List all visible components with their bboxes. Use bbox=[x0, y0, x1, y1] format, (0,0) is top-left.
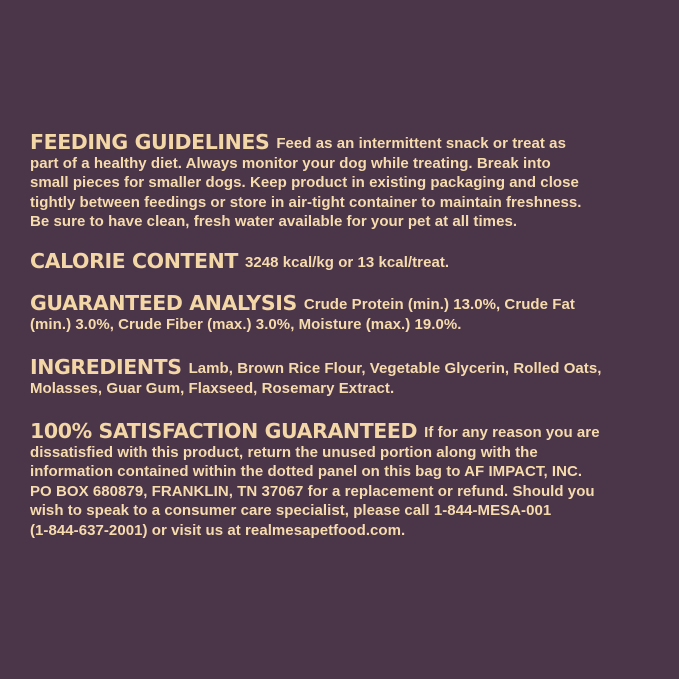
body-line: dissatisfied with this product, return t… bbox=[30, 443, 660, 463]
body-text: (1-844-637-2001) or visit us at realmesa… bbox=[30, 521, 406, 539]
body-line: PO BOX 680879, FRANKLIN, TN 37067 for a … bbox=[30, 482, 660, 502]
body-line: wish to speak to a consumer care special… bbox=[30, 501, 660, 521]
ingredients-heading: INGREDIENTS bbox=[30, 355, 182, 379]
body-text: Lamb, Brown Rice Flour, Vegetable Glycer… bbox=[188, 360, 602, 377]
body-line: small pieces for smaller dogs. Keep prod… bbox=[30, 173, 660, 193]
body-line: Molasses, Guar Gum, Flaxseed, Rosemary E… bbox=[30, 379, 660, 399]
body-text: Feed as an intermittent snack or treat a… bbox=[276, 135, 566, 152]
feeding-guidelines-section: FEEDING GUIDELINES Feed as an intermitten… bbox=[30, 130, 660, 232]
body-text: tightly between feedings or store in air… bbox=[30, 193, 582, 211]
body-line: CALORIE CONTENT 3248 kcal/kg or 13 kcal/t… bbox=[30, 249, 660, 273]
body-line: part of a healthy diet. Always monitor y… bbox=[30, 154, 660, 174]
calorie-content-section: CALORIE CONTENT 3248 kcal/kg or 13 kcal/t… bbox=[30, 249, 660, 273]
body-line: 100% SATISFACTION GUARANTEED If for any r… bbox=[30, 419, 660, 443]
body-line: FEEDING GUIDELINES Feed as an intermitten… bbox=[30, 130, 660, 154]
body-line: INGREDIENTS Lamb, Brown Rice Flour, Veget… bbox=[30, 355, 660, 379]
body-text: Molasses, Guar Gum, Flaxseed, Rosemary E… bbox=[30, 379, 395, 397]
body-text: Crude Protein (min.) 13.0%, Crude Fat bbox=[303, 296, 575, 313]
body-line: tightly between feedings or store in air… bbox=[30, 193, 660, 213]
body-text: wish to speak to a consumer care special… bbox=[30, 502, 552, 519]
body-text: small pieces for smaller dogs. Keep prod… bbox=[30, 174, 579, 191]
body-line: Be sure to have clean, fresh water avail… bbox=[30, 212, 660, 232]
body-text: information contained within the dotted … bbox=[30, 463, 583, 480]
body-text: dissatisfied with this product, return t… bbox=[30, 443, 538, 461]
satisfaction-guarantee-heading: 100% SATISFACTION GUARANTEED bbox=[30, 419, 418, 443]
guaranteed-analysis-heading: GUARANTEED ANALYSIS bbox=[30, 291, 297, 315]
feeding-guidelines-heading: FEEDING GUIDELINES bbox=[30, 130, 270, 154]
body-text: PO BOX 680879, FRANKLIN, TN 37067 for a … bbox=[30, 482, 595, 500]
satisfaction-guarantee-section: 100% SATISFACTION GUARANTEED If for any r… bbox=[30, 419, 660, 541]
body-text: 3248 kcal/kg or 13 kcal/treat. bbox=[244, 254, 450, 271]
guaranteed-analysis-section: GUARANTEED ANALYSIS Crude Protein (min.) … bbox=[30, 291, 660, 335]
body-line: information contained within the dotted … bbox=[30, 462, 660, 482]
body-line: (1-844-637-2001) or visit us at realmesa… bbox=[30, 521, 660, 541]
body-text: part of a healthy diet. Always monitor y… bbox=[30, 154, 551, 172]
body-text: Be sure to have clean, fresh water avail… bbox=[30, 213, 518, 230]
ingredients-section: INGREDIENTS Lamb, Brown Rice Flour, Veget… bbox=[30, 355, 660, 399]
body-text: If for any reason you are bbox=[424, 424, 600, 441]
body-line: GUARANTEED ANALYSIS Crude Protein (min.) … bbox=[30, 291, 660, 315]
calorie-content-heading: CALORIE CONTENT bbox=[30, 249, 238, 273]
body-text: (min.) 3.0%, Crude Fiber (max.) 3.0%, Mo… bbox=[30, 315, 462, 333]
body-line: (min.) 3.0%, Crude Fiber (max.) 3.0%, Mo… bbox=[30, 315, 660, 335]
